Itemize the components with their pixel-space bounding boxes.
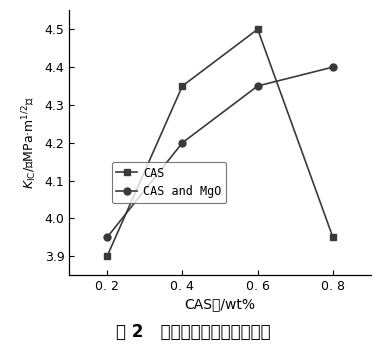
Y-axis label: $\it{K}_{\rm{IC}}$/（MPa·m$^{1/2}$）: $\it{K}_{\rm{IC}}$/（MPa·m$^{1/2}$） bbox=[20, 97, 39, 189]
CAS bbox=[330, 235, 335, 239]
Line: CAS: CAS bbox=[104, 26, 336, 260]
Text: 图 2   氧化铝陶瓷的断裂韧性値: 图 2 氧化铝陶瓷的断裂韧性値 bbox=[116, 323, 270, 341]
CAS bbox=[105, 254, 110, 258]
X-axis label: CAS粉/wt%: CAS粉/wt% bbox=[185, 297, 256, 311]
Line: CAS and MgO: CAS and MgO bbox=[104, 64, 336, 241]
CAS and MgO bbox=[256, 84, 260, 88]
CAS bbox=[180, 84, 185, 88]
Legend: CAS, CAS and MgO: CAS, CAS and MgO bbox=[112, 162, 227, 203]
CAS and MgO bbox=[330, 65, 335, 69]
CAS bbox=[256, 27, 260, 31]
CAS and MgO bbox=[105, 235, 110, 239]
CAS and MgO bbox=[180, 141, 185, 145]
